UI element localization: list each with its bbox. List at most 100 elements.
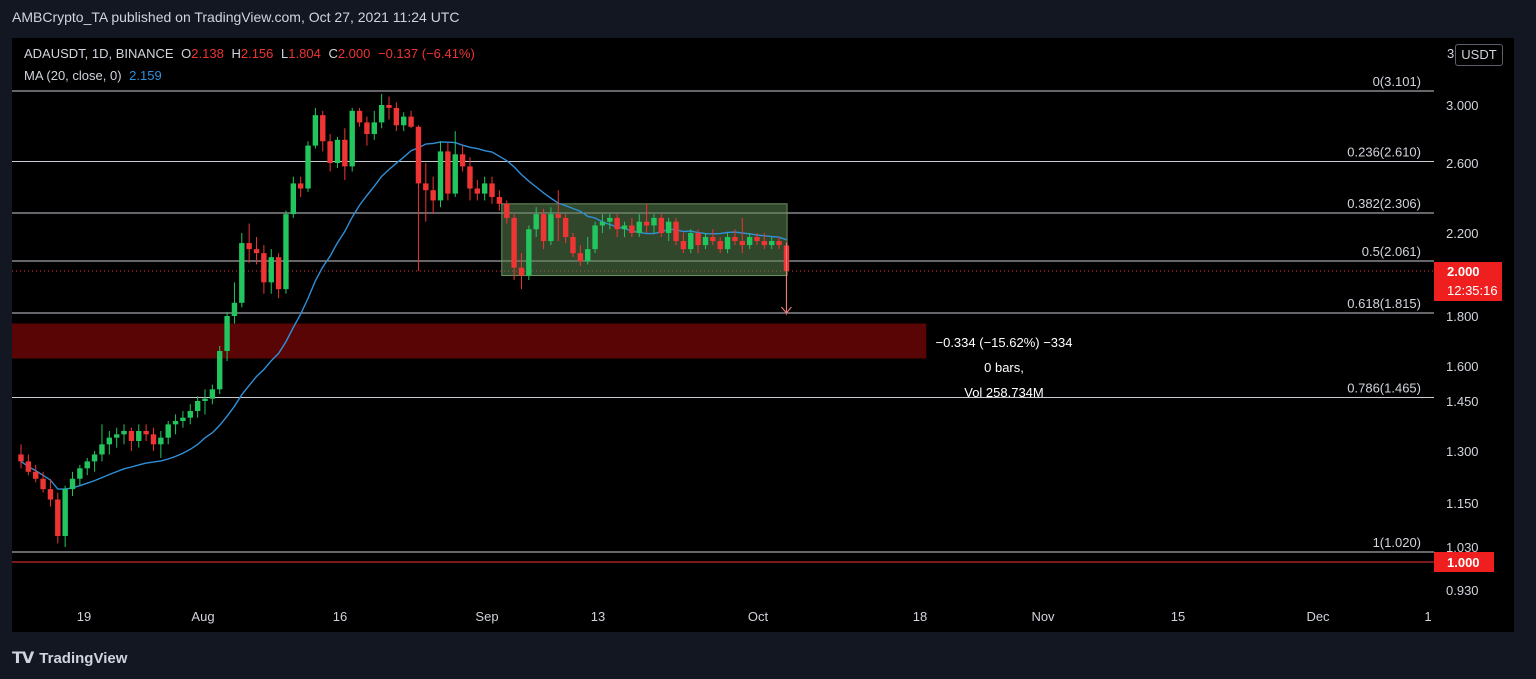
candle: [702, 237, 709, 246]
y-tick-label: 1.800: [1446, 309, 1479, 324]
y-tick-label: 2.200: [1446, 226, 1479, 241]
ma-label[interactable]: MA (20, close, 0): [24, 68, 122, 83]
candle: [673, 221, 679, 242]
ma-legend: MA (20, close, 0) 2.159: [24, 68, 162, 83]
candle: [349, 110, 355, 167]
y-tick-label: 3.000: [1446, 98, 1479, 113]
high-label: H: [231, 46, 241, 61]
candle: [430, 190, 436, 201]
x-tick-label: 1: [1424, 609, 1431, 624]
candle: [386, 105, 392, 108]
x-tick-label: Nov: [1031, 609, 1055, 624]
candle: [408, 116, 414, 127]
change-value: −0.137 (−6.41%): [378, 46, 475, 61]
support-tag: [1434, 552, 1494, 572]
candle: [261, 253, 267, 283]
candle: [717, 241, 723, 250]
x-tick-label: Sep: [475, 609, 498, 624]
candle: [695, 233, 701, 246]
candle: [665, 221, 672, 233]
candle: [585, 249, 591, 262]
measure-volume: Vol 258.734M: [964, 385, 1044, 400]
candle: [312, 115, 319, 146]
candle: [99, 444, 105, 455]
candle: [555, 214, 561, 218]
candle: [172, 421, 179, 425]
publish-info: AMBCrypto_TA published on TradingView.co…: [12, 9, 460, 25]
y-tick-label: 1.450: [1446, 394, 1479, 409]
candle: [69, 478, 76, 490]
candle: [136, 431, 142, 441]
candle: [445, 151, 451, 194]
open-label: O: [181, 46, 192, 61]
price-tag-value: 2.000: [1447, 264, 1480, 279]
candle: [599, 221, 606, 226]
candle: [150, 434, 157, 445]
close-label: C: [328, 46, 338, 61]
candle: [459, 154, 466, 167]
candle: [739, 241, 745, 246]
candle: [746, 237, 753, 246]
candle: [290, 183, 297, 215]
fib-label: 1(1.020): [1373, 535, 1421, 550]
open-value: 2.138: [191, 46, 224, 61]
candle: [423, 183, 429, 191]
symbol-legend: ADAUSDT, 1D, BINANCE O2.138 H2.156 L1.80…: [24, 46, 479, 61]
ma-line: [20, 141, 787, 490]
candle: [209, 389, 216, 399]
price-axis[interactable]: [1434, 38, 1514, 632]
fib-label: 0.236(2.610): [1347, 145, 1421, 160]
y-tick-label: 1.030: [1446, 540, 1479, 555]
fib-label: 0.786(1.465): [1347, 381, 1421, 396]
candle: [776, 241, 782, 246]
candle: [268, 257, 274, 283]
candle: [327, 141, 333, 163]
candle: [761, 241, 768, 246]
candle: [467, 166, 473, 189]
candle: [452, 154, 458, 194]
y-tick-label: 0.930: [1446, 583, 1479, 598]
support-tag-value: 1.000: [1447, 555, 1480, 570]
candle: [724, 237, 731, 250]
candle: [658, 217, 665, 233]
candle: [194, 401, 201, 411]
axis-top-tick: 3: [1447, 46, 1455, 61]
y-tick-label: 2.600: [1446, 156, 1479, 171]
measure-label: −0.334 (−15.62%) −334: [936, 335, 1073, 350]
demand-zone: [12, 323, 927, 359]
candle: [246, 243, 252, 250]
candle: [364, 122, 370, 134]
candle: [754, 237, 760, 242]
candle: [275, 257, 282, 290]
footer-brand: TradingView: [39, 649, 128, 667]
candle: [629, 225, 635, 233]
candle: [437, 151, 444, 201]
candle: [489, 183, 495, 198]
currency-button[interactable]: USDT: [1455, 44, 1503, 66]
y-tick-label: 1.150: [1446, 496, 1479, 511]
fib-label: 0.382(2.306): [1347, 196, 1421, 211]
candle: [651, 217, 657, 226]
candle: [33, 471, 39, 479]
candle: [481, 183, 488, 194]
candle: [106, 437, 113, 445]
candle: [342, 139, 348, 167]
symbol-label[interactable]: ADAUSDT, 1D, BINANCE: [24, 46, 174, 61]
candle: [401, 116, 407, 126]
x-tick-label: Oct: [748, 609, 769, 624]
fib-label: 0.618(1.815): [1347, 296, 1421, 311]
candle: [55, 499, 61, 536]
low-value: 1.804: [288, 46, 321, 61]
candle: [680, 241, 687, 250]
candle: [187, 411, 193, 418]
x-tick-label: 15: [1171, 609, 1185, 624]
close-value: 2.000: [337, 46, 371, 61]
candle: [334, 139, 341, 163]
candle: [732, 237, 738, 242]
low-label: L: [281, 46, 289, 61]
candle: [25, 461, 32, 472]
candle: [548, 214, 554, 242]
measure-bars: 0 bars,: [984, 360, 1024, 375]
candle: [496, 197, 503, 204]
